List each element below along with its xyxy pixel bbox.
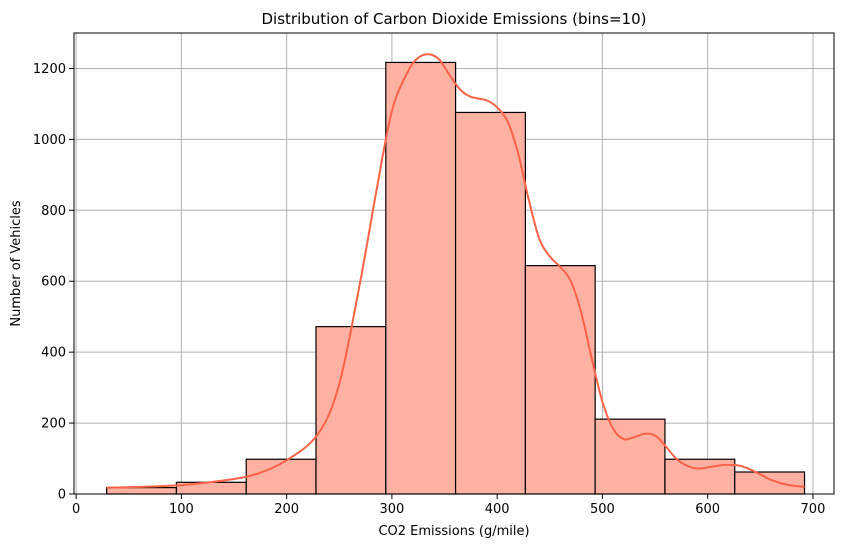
y-tick-label: 1200 — [33, 62, 66, 77]
y-tick-label: 200 — [41, 417, 66, 432]
chart-title: Distribution of Carbon Dioxide Emissions… — [262, 10, 647, 28]
y-axis-label: Number of Vehicles — [9, 200, 24, 327]
histogram-bars — [106, 61, 806, 495]
x-axis-ticks: 0 100 200 300 400 500 600 700 — [72, 494, 825, 517]
y-tick-label: 1000 — [33, 133, 66, 148]
y-tick-label: 600 — [41, 275, 66, 290]
plot-area-frame — [73, 32, 835, 495]
x-tick-label: 200 — [274, 502, 299, 517]
histogram-bar — [106, 487, 178, 495]
x-tick-label: 700 — [801, 502, 826, 517]
x-tick-label: 500 — [590, 502, 615, 517]
x-tick-label: 0 — [72, 502, 80, 517]
x-tick-label: 400 — [485, 502, 510, 517]
histogram-bar — [385, 61, 457, 495]
y-tick-label: 0 — [58, 488, 66, 503]
y-tick-label: 800 — [41, 204, 66, 219]
y-tick-label: 400 — [41, 346, 66, 361]
histogram-bar — [594, 418, 666, 495]
x-tick-label: 300 — [379, 502, 404, 517]
x-tick-label: 600 — [695, 502, 720, 517]
x-axis-label: CO2 Emissions (g/mile) — [378, 524, 529, 539]
histogram-bar — [734, 471, 806, 495]
histogram-bar — [524, 265, 596, 495]
histogram-bar — [315, 326, 387, 495]
kde-curve — [106, 53, 805, 489]
x-tick-label: 100 — [169, 502, 194, 517]
histogram-bar — [454, 111, 526, 495]
y-axis-ticks: 0 200 400 600 800 1000 1200 — [33, 62, 74, 503]
